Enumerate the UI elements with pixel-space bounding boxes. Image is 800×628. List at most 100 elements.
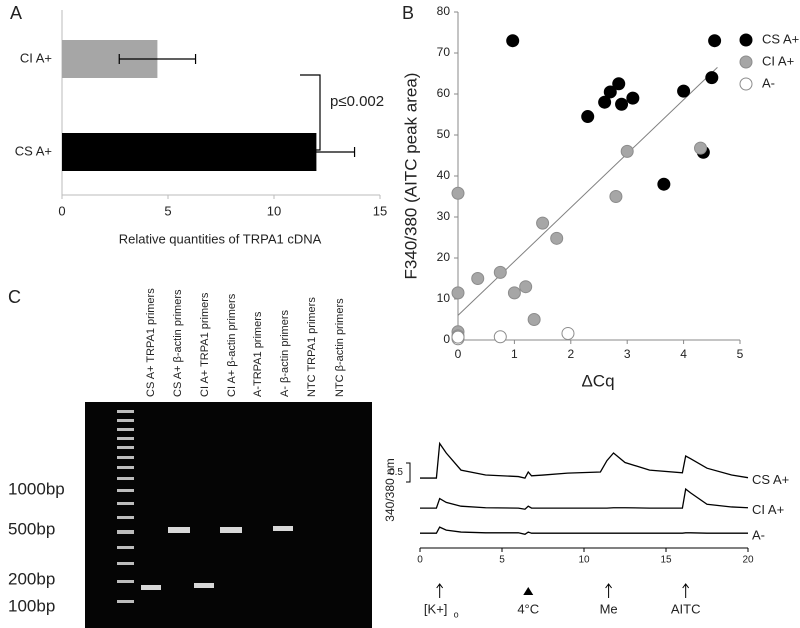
lane-label: CI A+ β-actin primers [226, 293, 238, 397]
ladder [117, 410, 134, 603]
data-point [620, 144, 634, 158]
legend-marker [739, 33, 753, 47]
lane-label: NTC β-actin primers [334, 298, 346, 397]
x-axis-label: ΔCq [581, 371, 614, 390]
stimulus-marker [682, 583, 690, 598]
scale-bar-label: 0.5 [389, 467, 403, 478]
data-point [603, 85, 617, 99]
y-tick-label: CI A+ [20, 50, 52, 65]
legend-label: A- [762, 75, 775, 90]
size-label: 500bp [8, 519, 55, 538]
data-point [626, 91, 640, 105]
y-tick-label: 10 [437, 291, 451, 305]
y-tick-label: 40 [437, 168, 451, 182]
trace [420, 526, 748, 536]
x-axis-label: Relative quantities of TRPA1 cDNA [119, 231, 322, 246]
x-tick-label: 10 [578, 555, 590, 566]
y-tick-label: 20 [437, 250, 451, 264]
x-tick-label: 0 [455, 347, 462, 361]
data-point [598, 95, 612, 109]
data-point [657, 177, 671, 191]
data-point [677, 84, 691, 98]
panel-label: A [10, 3, 22, 23]
y-axis-label: 340/380 nm [383, 458, 397, 521]
bar [62, 133, 317, 171]
y-tick-label: 50 [437, 127, 451, 141]
x-tick-label: 1 [511, 347, 518, 361]
data-point [451, 286, 465, 300]
x-tick-label: 0 [58, 203, 65, 218]
lane-label: CS A+ β-actin primers [172, 289, 184, 397]
x-tick-label: 0 [417, 555, 423, 566]
legend-marker [739, 55, 753, 69]
gel-bands [141, 526, 293, 590]
lane-label: A- β-actin primers [279, 309, 291, 397]
stimulus-subscript: o [454, 609, 459, 619]
y-axis-label: F340/380 (AITC peak area) [401, 73, 420, 280]
x-tick-label: 15 [660, 555, 672, 566]
data-point [609, 190, 623, 203]
gel-image [85, 402, 372, 628]
size-label: 100bp [8, 596, 55, 615]
scale-bar [406, 462, 411, 483]
lane-label: A-TRPA1 primers [252, 311, 264, 397]
data-point [550, 231, 564, 245]
data-point [451, 330, 465, 344]
legend-label: CS A+ [762, 31, 799, 46]
data-point [493, 265, 507, 279]
stimulus-marker [605, 583, 612, 598]
error-bar [277, 147, 356, 157]
data-point [527, 313, 541, 326]
lane-label: NTC TRPA1 primers [306, 297, 318, 397]
data-point [615, 97, 629, 111]
y-tick-label: 70 [437, 45, 451, 59]
x-tick-label: 10 [267, 203, 281, 218]
trace [420, 487, 749, 510]
lane-label: CI A+ TRPA1 primers [199, 292, 211, 397]
data-point [507, 286, 521, 300]
error-bar [118, 54, 197, 64]
trace-label: CI A+ [752, 502, 784, 517]
x-tick-label: 5 [164, 203, 171, 218]
data-point [536, 216, 550, 230]
x-tick-label: 5 [499, 555, 505, 566]
data-point [561, 326, 575, 340]
stimulus-label: 4°C [517, 601, 539, 616]
data-point [493, 330, 507, 344]
data-point [612, 77, 626, 91]
panel-label: B [402, 3, 414, 23]
x-tick-label: 5 [737, 347, 744, 361]
stimulus-label: [K+] [424, 601, 448, 616]
panel-label: C [8, 287, 21, 307]
stimulus-marker [436, 583, 444, 598]
y-tick-label: 30 [437, 209, 451, 223]
legend-marker [739, 77, 753, 91]
data-point [581, 110, 595, 124]
stimulus-marker [523, 587, 534, 595]
y-tick-label: CS A+ [15, 143, 52, 158]
x-tick-label: 15 [373, 203, 387, 218]
annotation: p≤0.002 [330, 93, 384, 110]
y-tick-label: 80 [437, 4, 451, 18]
x-tick-label: 2 [567, 347, 574, 361]
trace-label: A- [752, 528, 765, 543]
data-point [705, 71, 719, 85]
data-point [506, 34, 520, 48]
data-point [519, 280, 533, 294]
stimulus-label: AITC [671, 601, 701, 616]
size-label: 200bp [8, 569, 55, 588]
trace-label: CS A+ [752, 472, 789, 487]
data-point [708, 34, 722, 48]
stimulus-label: Me [600, 601, 618, 616]
data-point [471, 272, 485, 285]
data-point [451, 186, 465, 200]
y-tick-label: 60 [437, 86, 451, 100]
y-tick-label: 0 [443, 332, 450, 346]
legend-label: CI A+ [762, 53, 794, 68]
lane-label: CS A+ TRPA1 primers [145, 288, 157, 397]
data-point [694, 141, 708, 155]
x-tick-label: 4 [680, 347, 687, 361]
fit-line [457, 66, 718, 316]
